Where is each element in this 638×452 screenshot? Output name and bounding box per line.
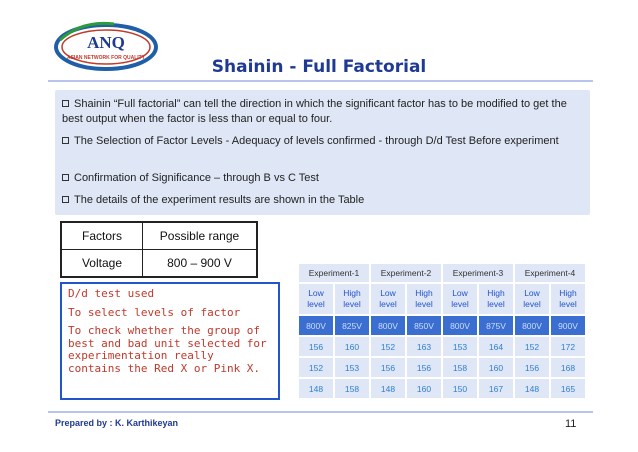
logo-tagline: ASIAN NETWORK FOR QUALITY [67, 55, 146, 61]
result-cell: 158 [443, 358, 477, 377]
logo-text: ANQ [87, 33, 125, 52]
voltage-cell: 825V [335, 316, 369, 335]
result-cell: 152 [371, 337, 405, 356]
bottom-divider [48, 411, 593, 413]
experiment-header: Experiment-3 [443, 264, 513, 282]
bullet-text: Shainin “Full factorial” can tell the di… [62, 98, 567, 125]
table-row: 148 158 148 160 150 167 148 165 [299, 379, 585, 398]
level-cell: Low level [443, 284, 477, 314]
result-cell: 167 [479, 379, 513, 398]
checkbox-bullet-icon [62, 100, 69, 107]
result-cell: 163 [407, 337, 441, 356]
bullet-text: The Selection of Factor Levels - Adequac… [74, 135, 559, 147]
level-cell: High level [551, 284, 585, 314]
result-cell: 164 [479, 337, 513, 356]
result-cell: 152 [515, 337, 549, 356]
result-cell: 153 [443, 337, 477, 356]
bullet-item: The Selection of Factor Levels - Adequac… [62, 134, 587, 149]
result-cell: 168 [551, 358, 585, 377]
bullet-item: The details of the experiment results ar… [62, 193, 587, 208]
voltage-row: 800V 825V 800V 850V 800V 875V 800V 900V [299, 316, 585, 335]
experiment-header: Experiment-1 [299, 264, 369, 282]
experiment-header: Experiment-2 [371, 264, 441, 282]
checkbox-bullet-icon [62, 137, 69, 144]
range-header-possible-range: Possible range [159, 229, 240, 243]
level-row: Low level High level Low level High leve… [299, 284, 585, 314]
result-cell: 156 [515, 358, 549, 377]
voltage-cell: 800V [443, 316, 477, 335]
experiment-header: Experiment-4 [515, 264, 585, 282]
result-cell: 156 [299, 337, 333, 356]
result-cell: 148 [515, 379, 549, 398]
result-cell: 156 [371, 358, 405, 377]
level-cell: Low level [515, 284, 549, 314]
footer-author: Prepared by : K. Karthikeyan [55, 418, 179, 428]
result-cell: 172 [551, 337, 585, 356]
note-line: To select levels of factor [68, 305, 241, 319]
voltage-cell: 900V [551, 316, 585, 335]
level-cell: Low level [299, 284, 333, 314]
bullet-item: Shainin “Full factorial” can tell the di… [62, 97, 587, 127]
bullet-panel: Shainin “Full factorial” can tell the di… [55, 90, 590, 215]
slide-title: Shainin - Full Factorial [211, 57, 427, 77]
experiment-results-table: Experiment-1 Experiment-2 Experiment-3 E… [297, 262, 587, 400]
note-line: To check whether the group of best and b… [68, 324, 267, 375]
result-cell: 148 [371, 379, 405, 398]
result-cell: 150 [443, 379, 477, 398]
voltage-cell: 850V [407, 316, 441, 335]
page-number: 11 [565, 418, 577, 430]
voltage-cell: 800V [515, 316, 549, 335]
range-header-factors: Factors [81, 229, 122, 243]
level-cell: High level [407, 284, 441, 314]
top-divider [48, 80, 593, 82]
result-cell: 158 [335, 379, 369, 398]
voltage-cell: 800V [371, 316, 405, 335]
voltage-cell: 800V [299, 316, 333, 335]
result-cell: 156 [407, 358, 441, 377]
result-cell: 160 [335, 337, 369, 356]
level-cell: Low level [371, 284, 405, 314]
factor-range-table: Factors Possible range Voltage 800 – 900… [60, 221, 258, 278]
result-cell: 152 [299, 358, 333, 377]
bullet-text: Confirmation of Significance – through B… [74, 172, 319, 184]
range-value: 800 – 900 V [167, 256, 232, 270]
anq-logo: ANQ ASIAN NETWORK FOR QUALITY [52, 18, 160, 76]
bullet-item: Confirmation of Significance – through B… [62, 171, 587, 186]
level-cell: High level [335, 284, 369, 314]
result-cell: 160 [479, 358, 513, 377]
dd-test-note: D/d test used To select levels of factor… [60, 282, 280, 400]
table-row: 152 153 156 156 158 160 156 168 [299, 358, 585, 377]
range-factor-voltage: Voltage [81, 256, 123, 270]
experiment-header-row: Experiment-1 Experiment-2 Experiment-3 E… [299, 264, 585, 282]
voltage-cell: 875V [479, 316, 513, 335]
note-line: D/d test used [68, 287, 155, 300]
result-cell: 148 [299, 379, 333, 398]
result-cell: 153 [335, 358, 369, 377]
level-cell: High level [479, 284, 513, 314]
checkbox-bullet-icon [62, 196, 69, 203]
result-cell: 160 [407, 379, 441, 398]
checkbox-bullet-icon [62, 174, 69, 181]
bullet-text: The details of the experiment results ar… [74, 194, 365, 206]
result-cell: 165 [551, 379, 585, 398]
table-row: 156 160 152 163 153 164 152 172 [299, 337, 585, 356]
